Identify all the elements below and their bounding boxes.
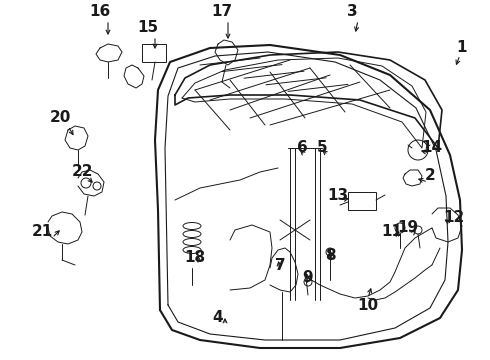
- Text: 1: 1: [457, 40, 467, 55]
- Text: 15: 15: [137, 21, 159, 36]
- Text: 17: 17: [212, 4, 233, 19]
- Text: 16: 16: [89, 4, 111, 19]
- Bar: [142, 44, 166, 62]
- Bar: [348, 192, 376, 210]
- Text: 14: 14: [421, 140, 442, 156]
- Text: 12: 12: [443, 211, 465, 225]
- Text: 9: 9: [303, 270, 313, 285]
- Text: 3: 3: [347, 4, 357, 19]
- Text: 19: 19: [397, 220, 418, 235]
- Text: 11: 11: [382, 225, 402, 239]
- Text: 8: 8: [325, 248, 335, 262]
- Text: 22: 22: [71, 165, 93, 180]
- Text: 7: 7: [275, 257, 285, 273]
- Text: 5: 5: [317, 140, 327, 156]
- Text: 20: 20: [49, 111, 71, 126]
- Text: 13: 13: [327, 188, 348, 202]
- Text: 6: 6: [296, 140, 307, 156]
- Text: 4: 4: [213, 310, 223, 325]
- Text: 2: 2: [425, 167, 436, 183]
- Text: 21: 21: [31, 225, 52, 239]
- Text: 10: 10: [357, 297, 379, 312]
- Text: 18: 18: [184, 251, 206, 266]
